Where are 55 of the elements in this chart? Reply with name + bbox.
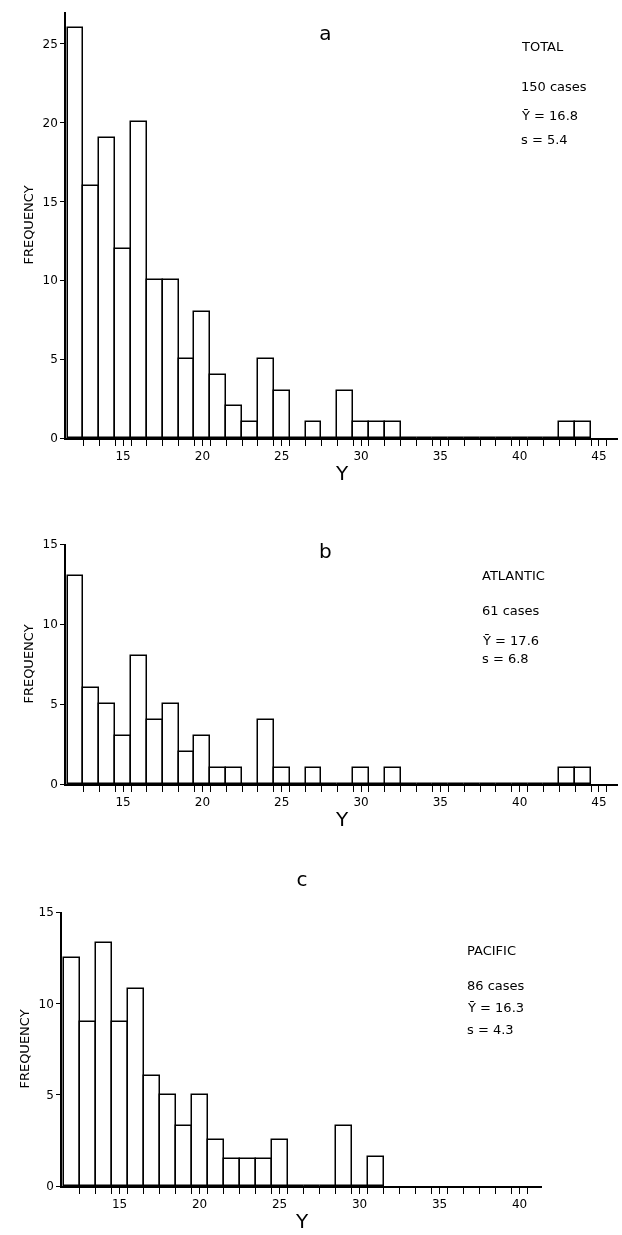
x-tick-label: 35 — [432, 795, 448, 810]
y-tick-label: 0 — [46, 1179, 54, 1194]
annotation: 61 cases — [482, 603, 540, 618]
x-tick-label: 35 — [431, 1197, 448, 1212]
x-tick-label: 35 — [432, 449, 448, 464]
chart-title: c — [296, 866, 308, 891]
x-axis-title: Y — [334, 461, 349, 486]
x-tick-label: 15 — [115, 795, 131, 810]
y-tick-label: 0 — [50, 777, 58, 792]
y-tick-label: 25 — [42, 36, 58, 51]
x-tick-label: 15 — [111, 1197, 128, 1212]
x-tick-label: 25 — [274, 795, 290, 810]
y-tick-label: 5 — [50, 697, 58, 712]
chart-title: b — [319, 539, 332, 564]
annotation: 150 cases — [521, 79, 587, 94]
y-tick-label: 5 — [46, 1087, 54, 1102]
x-tick-label: 45 — [591, 449, 607, 464]
annotation: s = 5.4 — [521, 132, 568, 147]
annotation: TOTAL — [521, 39, 564, 54]
x-tick-label: 40 — [512, 449, 528, 464]
x-tick-label: 20 — [194, 795, 211, 810]
x-tick-label: 20 — [194, 449, 211, 464]
y-tick-label: 20 — [42, 115, 58, 130]
y-axis-title: FREQUENCY — [17, 1009, 33, 1089]
x-axis-title: Y — [334, 807, 349, 832]
y-tick-label: 0 — [50, 431, 58, 446]
annotation: 86 cases — [467, 978, 525, 993]
x-tick-label: 30 — [353, 449, 369, 464]
x-tick-label: 45 — [591, 795, 607, 810]
annotation: Ȳ = 16.8 — [521, 108, 579, 123]
annotation: Ȳ = 16.3 — [467, 1000, 525, 1015]
x-axis-title: Y — [294, 1209, 309, 1234]
y-axis-title: FREQUENCY — [21, 624, 37, 704]
annotation: ATLANTIC — [482, 568, 545, 583]
annotation: s = 4.3 — [467, 1022, 514, 1037]
x-tick-label: 25 — [274, 449, 290, 464]
y-tick-label: 15 — [42, 537, 58, 552]
text: a — [319, 21, 332, 46]
x-tick-label: 40 — [512, 795, 528, 810]
x-tick-label: 30 — [353, 795, 369, 810]
x-tick-label: 20 — [191, 1197, 208, 1212]
y-tick-label: 10 — [42, 273, 58, 288]
x-tick-label: 30 — [351, 1197, 368, 1212]
x-tick-label: 15 — [115, 449, 131, 464]
x-tick-label: 40 — [511, 1197, 528, 1212]
y-tick-label: 15 — [42, 194, 58, 209]
y-tick-label: 5 — [50, 352, 58, 367]
y-axis-title: FREQUENCY — [21, 185, 37, 265]
annotation: Ȳ = 17.6 — [482, 633, 540, 648]
annotation: s = 6.8 — [482, 651, 529, 666]
y-tick-label: 10 — [42, 617, 58, 632]
y-tick-label: 15 — [38, 905, 54, 920]
annotation: PACIFIC — [467, 943, 516, 958]
x-tick-label: 25 — [271, 1197, 288, 1212]
y-tick-label: 10 — [38, 996, 54, 1011]
